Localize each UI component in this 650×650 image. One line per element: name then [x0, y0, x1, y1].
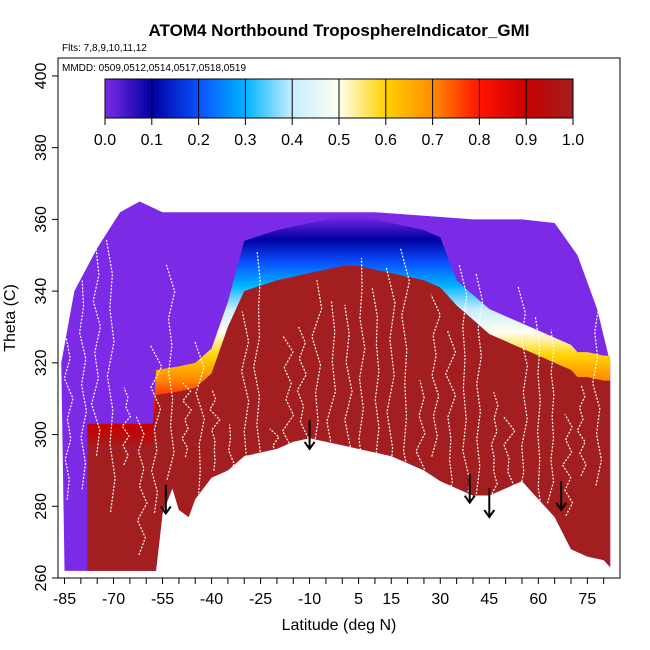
x-tick-label: -70 — [102, 591, 125, 608]
dates-subtitle: MMDD: 0509,0512,0514,0517,0518,0519 — [62, 63, 246, 74]
flight-track — [502, 416, 516, 528]
chart-title: ATOM4 Northbound TroposphereIndicator_GM… — [149, 21, 530, 40]
flight-track — [546, 329, 555, 504]
flight-track — [165, 264, 176, 480]
colorbar-tick-label: 0.8 — [468, 132, 490, 149]
flight-track — [79, 280, 88, 490]
flight-track — [517, 286, 528, 499]
arrow-markers — [160, 420, 567, 519]
flight-track — [269, 428, 280, 496]
colorbar-tick-label: 0.4 — [281, 132, 303, 149]
flight-track — [311, 280, 324, 507]
x-tick-label: 45 — [480, 591, 498, 608]
flight-track — [281, 335, 295, 463]
colorbar-tick-label: 0.6 — [375, 132, 397, 149]
colorbar-tick-label: 0.7 — [421, 132, 443, 149]
flight-track — [458, 264, 471, 513]
flight-track — [194, 341, 207, 547]
x-axis: -85 -70 -55 -40 -25 -10 5 15 30 45 60 75 — [53, 578, 605, 608]
colorbar-tick-label: 0.2 — [187, 132, 209, 149]
colorbar-tick-label: 0.1 — [141, 132, 163, 149]
arrow-marker — [160, 484, 172, 516]
x-tick-label: 15 — [382, 591, 400, 608]
y-tick-label: 400 — [33, 62, 50, 89]
x-tick-label: 60 — [529, 591, 547, 608]
y-tick-label: 340 — [33, 278, 50, 305]
troposphere-region — [87, 266, 611, 571]
y-tick-label: 320 — [33, 349, 50, 376]
x-tick-label: -10 — [298, 591, 321, 608]
flight-track — [475, 273, 484, 495]
flight-track — [533, 316, 544, 545]
transition-band — [87, 215, 611, 449]
flight-track — [358, 258, 366, 499]
flight-track — [135, 416, 148, 556]
colorbar-tick-label: 0.3 — [234, 132, 256, 149]
x-tick-label: -85 — [53, 591, 76, 608]
colorbar-tick-label: 0.9 — [515, 132, 537, 149]
flight-track — [444, 330, 457, 504]
arrow-marker — [303, 420, 316, 451]
x-axis-label: Latitude (deg N) — [282, 617, 397, 634]
flight-track — [399, 247, 412, 520]
arrow-marker — [555, 481, 567, 512]
colorbar: 0.0 0.1 0.2 0.3 0.4 0.5 0.6 0.7 0.8 0.9 1.0 — [94, 78, 584, 149]
flight-track — [489, 391, 499, 498]
flight-track — [90, 249, 102, 456]
y-tick-label: 380 — [33, 134, 50, 161]
y-tick-label: 300 — [33, 421, 50, 448]
flight-track — [240, 311, 250, 551]
flights-subtitle: Flts: 7,8,9,10,11,12 — [62, 43, 147, 54]
x-tick-label: 75 — [578, 591, 596, 608]
flight-track — [326, 300, 337, 543]
y-tick-label: 280 — [33, 493, 50, 520]
flight-track — [414, 379, 426, 523]
flight-track — [105, 240, 116, 513]
flight-track — [371, 288, 383, 512]
y-axis: 260 280 300 320 340 360 380 400 — [33, 62, 58, 591]
y-tick-label: 260 — [33, 565, 50, 592]
flight-track — [253, 251, 262, 484]
plot-area — [61, 201, 611, 571]
y-axis-label: Theta (C) — [2, 284, 19, 352]
flight-track — [181, 381, 193, 458]
x-tick-label: 30 — [431, 591, 449, 608]
colorbar-tick-label: 0.0 — [94, 132, 116, 149]
flight-track — [561, 414, 574, 516]
x-tick-label: -55 — [151, 591, 174, 608]
colorbar-tick-label: 1.0 — [562, 132, 584, 149]
x-tick-label: -25 — [249, 591, 272, 608]
flight-track — [150, 345, 163, 513]
arrow-marker — [483, 488, 496, 519]
x-tick-label: 5 — [354, 591, 363, 608]
plot-frame — [57, 57, 621, 579]
colorbar-tick-label: 0.5 — [328, 132, 350, 149]
flight-track — [121, 387, 132, 466]
x-tick-label: -40 — [200, 591, 223, 608]
flight-track — [226, 424, 235, 531]
y-tick-label: 360 — [33, 206, 50, 233]
colorbar-ticks: 0.0 0.1 0.2 0.3 0.4 0.5 0.6 0.7 0.8 0.9 1.0 — [94, 79, 584, 149]
flight-track — [576, 384, 587, 477]
arrow-marker — [463, 474, 476, 505]
flight-tracks — [63, 240, 603, 558]
flight-track — [341, 304, 353, 536]
